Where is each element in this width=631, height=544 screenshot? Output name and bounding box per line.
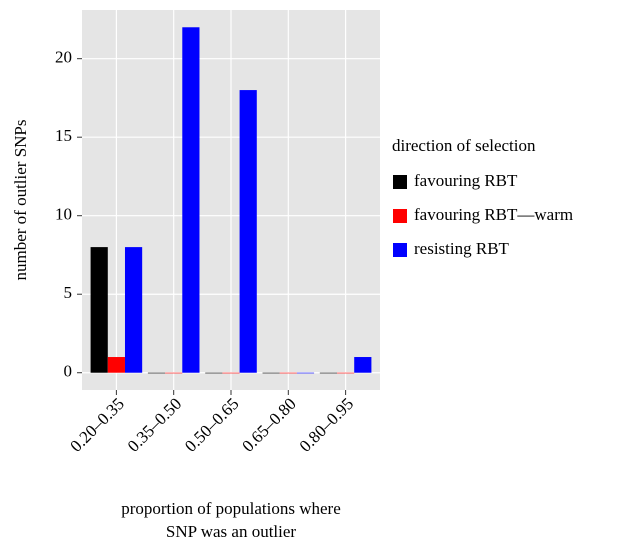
x-tick-label: 0.65–0.80 bbox=[238, 394, 300, 456]
bar bbox=[337, 372, 355, 374]
y-axis-title: number of outlier SNPs bbox=[11, 119, 30, 280]
bar bbox=[222, 372, 240, 374]
bar bbox=[296, 372, 315, 374]
bar bbox=[182, 27, 200, 373]
bar bbox=[239, 90, 257, 373]
bar bbox=[279, 372, 297, 374]
bar bbox=[354, 357, 372, 373]
y-tick-label: 10 bbox=[55, 205, 72, 224]
legend-key bbox=[393, 175, 407, 189]
x-tick-label: 0.80–0.95 bbox=[296, 394, 358, 456]
y-tick-label: 0 bbox=[64, 362, 73, 381]
bar bbox=[147, 372, 166, 374]
legend-label: favouring RBT—warm bbox=[414, 205, 573, 224]
legend-label: favouring RBT bbox=[414, 171, 518, 190]
bar bbox=[124, 247, 143, 373]
legend-key bbox=[393, 209, 407, 223]
bar bbox=[319, 372, 338, 374]
bar bbox=[205, 372, 223, 374]
x-tick-label: 0.50–0.65 bbox=[181, 394, 243, 456]
x-axis-title: SNP was an outlier bbox=[166, 522, 297, 541]
legend-key bbox=[393, 243, 407, 257]
x-tick-label: 0.35–0.50 bbox=[124, 394, 186, 456]
bar bbox=[90, 247, 108, 373]
x-axis-title: proportion of populations where bbox=[121, 499, 341, 518]
x-tick-label: 0.20–0.35 bbox=[66, 394, 128, 456]
bar bbox=[165, 372, 183, 374]
legend-title: direction of selection bbox=[392, 136, 536, 155]
y-tick-label: 15 bbox=[55, 126, 72, 145]
y-tick-label: 5 bbox=[64, 283, 73, 302]
y-tick-label: 20 bbox=[55, 48, 72, 67]
legend-label: resisting RBT bbox=[414, 239, 510, 258]
bar bbox=[262, 372, 280, 374]
bar bbox=[107, 357, 125, 373]
